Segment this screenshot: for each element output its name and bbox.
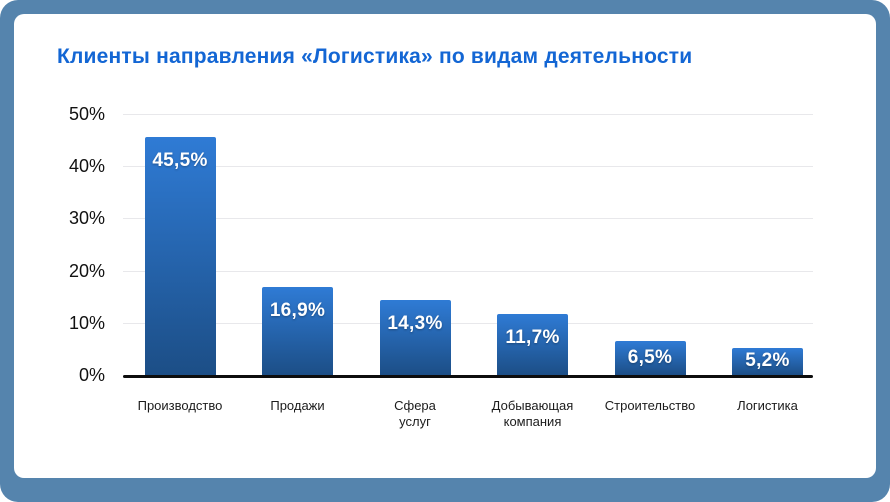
x-axis-line — [123, 375, 813, 378]
plot-area: 0% 10% 20% 30% 40% 50% 45,5% Производство 16,9% П… — [14, 14, 876, 478]
category-label: Логистика — [737, 398, 798, 413]
gridline — [123, 270, 813, 272]
bar: 45,5% — [144, 137, 216, 375]
bar-value-label: 45,5% — [152, 150, 208, 172]
bar: 5,2% — [732, 347, 803, 375]
bar-value-label: 16,9% — [269, 299, 326, 321]
gridline — [123, 218, 813, 220]
y-tick-label: 50% — [68, 104, 105, 124]
bar: 6,5% — [614, 341, 686, 375]
chart-card: Клиенты направления «Логистика» по видам… — [14, 14, 876, 478]
bar-value-label: 11,7% — [505, 326, 560, 348]
category-label: Добывающая компания — [491, 398, 574, 429]
bar-value-label: 14,3% — [387, 313, 443, 335]
y-tick-label: 0% — [78, 365, 105, 385]
category-label: Производство — [137, 398, 223, 413]
y-tick-label: 10% — [68, 312, 105, 333]
gridline — [123, 114, 813, 115]
bar-value-label: 6,5% — [627, 347, 673, 369]
gridline — [123, 322, 813, 324]
y-tick-label: 30% — [68, 208, 105, 229]
y-tick-label: 20% — [68, 260, 105, 281]
y-tick-label: 40% — [68, 156, 105, 177]
bar: 16,9% — [262, 286, 333, 375]
chart-title: Клиенты направления «Логистика» по видам… — [57, 45, 693, 68]
bar: 11,7% — [497, 313, 568, 375]
category-label: Продажи — [270, 398, 325, 413]
category-label: Строительство — [604, 398, 696, 413]
category-label: Сфера услуг — [394, 398, 436, 429]
bar-value-label: 5,2% — [745, 350, 790, 372]
gridline — [123, 166, 813, 168]
bar: 14,3% — [379, 300, 451, 375]
